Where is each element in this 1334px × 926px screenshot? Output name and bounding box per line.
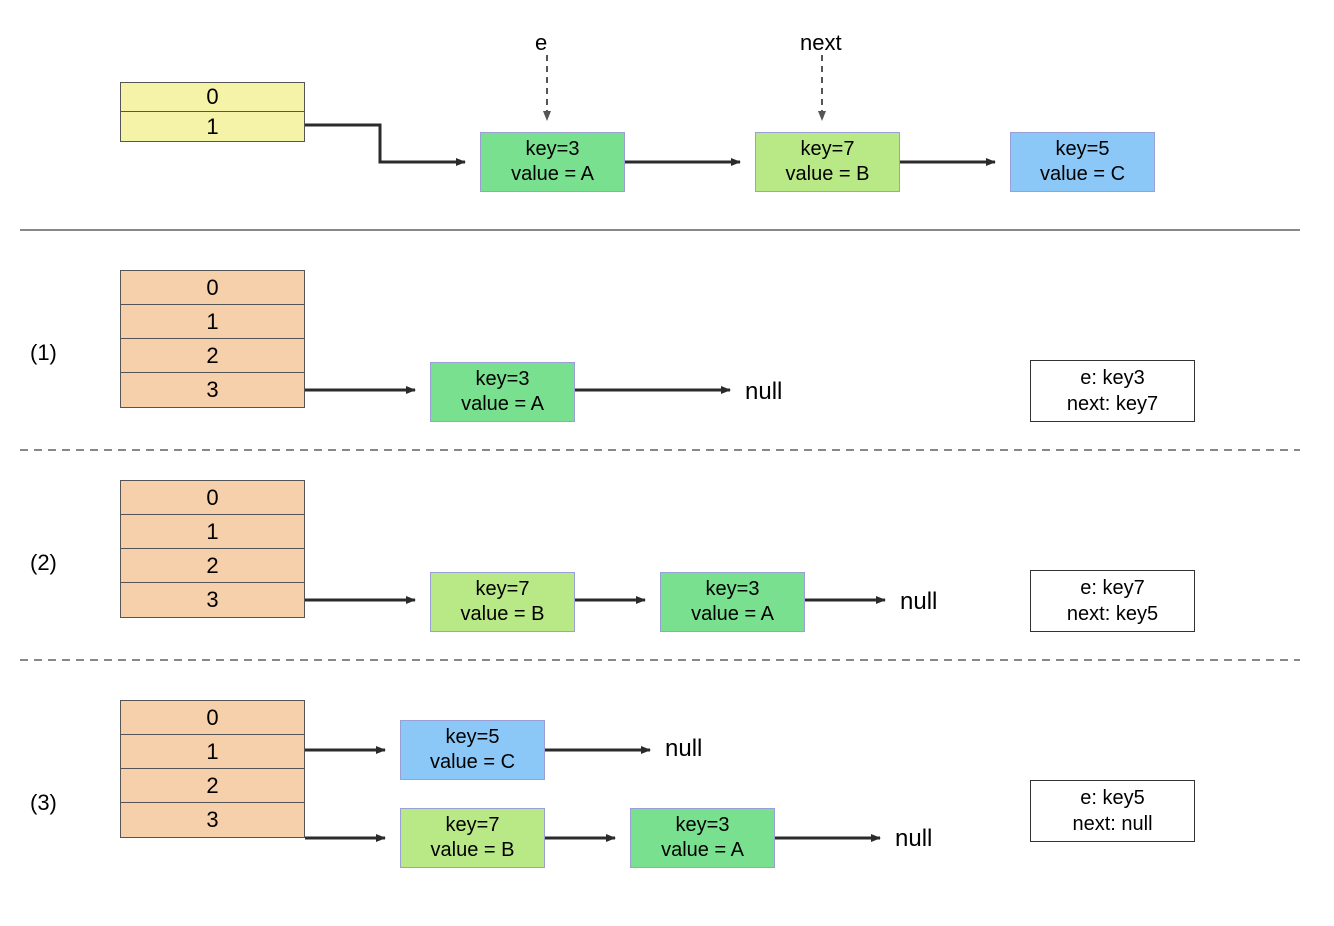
pointer-label-next: next xyxy=(800,30,842,56)
node-value: value = C xyxy=(430,750,515,775)
bucket-cell-1: 1 xyxy=(121,515,304,549)
hash-table-step-3: 0123 xyxy=(120,700,305,838)
bucket-cell-1: 1 xyxy=(121,112,304,141)
node-key: key=5 xyxy=(446,725,500,750)
node-value: value = A xyxy=(511,162,594,187)
node-n_top_b: key=7value = B xyxy=(755,132,900,192)
node-value: value = C xyxy=(1040,162,1125,187)
bucket-cell-2: 2 xyxy=(121,549,304,583)
state-next: next: key7 xyxy=(1067,391,1158,417)
step-label-3: (3) xyxy=(30,790,57,816)
null-label: null xyxy=(665,735,702,763)
node-key: key=7 xyxy=(476,577,530,602)
pointer-label-e: e xyxy=(535,30,547,56)
diagram-canvas: 01 012301230123 key=3value = Akey=7value… xyxy=(0,0,1334,926)
step-label-1: (1) xyxy=(30,340,57,366)
node-n3_b: key=7value = B xyxy=(400,808,545,868)
node-n_top_a: key=3value = A xyxy=(480,132,625,192)
state-next: next: null xyxy=(1072,811,1152,837)
state-e: e: key5 xyxy=(1080,785,1144,811)
node-n3_a: key=3value = A xyxy=(630,808,775,868)
state-next: next: key5 xyxy=(1067,601,1158,627)
hash-table-step-1: 0123 xyxy=(120,270,305,408)
node-key: key=3 xyxy=(706,577,760,602)
state-e: e: key3 xyxy=(1080,365,1144,391)
step-label-2: (2) xyxy=(30,550,57,576)
node-n_top_c: key=5value = C xyxy=(1010,132,1155,192)
node-value: value = A xyxy=(461,392,544,417)
bucket-cell-3: 3 xyxy=(121,803,304,837)
state-e: e: key7 xyxy=(1080,575,1144,601)
node-key: key=3 xyxy=(526,137,580,162)
bucket-cell-0: 0 xyxy=(121,701,304,735)
node-key: key=7 xyxy=(801,137,855,162)
bucket-cell-2: 2 xyxy=(121,769,304,803)
bucket-cell-1: 1 xyxy=(121,735,304,769)
hash-table-step-2: 0123 xyxy=(120,480,305,618)
bucket-cell-1: 1 xyxy=(121,305,304,339)
node-key: key=5 xyxy=(1056,137,1110,162)
bucket-cell-0: 0 xyxy=(121,83,304,112)
null-label: null xyxy=(900,588,937,616)
null-label: null xyxy=(895,825,932,853)
node-key: key=3 xyxy=(676,813,730,838)
bucket-cell-0: 0 xyxy=(121,481,304,515)
node-n2_a: key=3value = A xyxy=(660,572,805,632)
node-value: value = A xyxy=(691,602,774,627)
bucket-cell-0: 0 xyxy=(121,271,304,305)
node-value: value = B xyxy=(461,602,545,627)
hash-table-top: 01 xyxy=(120,82,305,142)
bucket-cell-2: 2 xyxy=(121,339,304,373)
node-value: value = B xyxy=(786,162,870,187)
node-key: key=3 xyxy=(476,367,530,392)
bucket-cell-3: 3 xyxy=(121,373,304,407)
state-box-step-1: e: key3next: key7 xyxy=(1030,360,1195,422)
node-value: value = A xyxy=(661,838,744,863)
node-value: value = B xyxy=(431,838,515,863)
node-n2_b: key=7value = B xyxy=(430,572,575,632)
bucket-cell-3: 3 xyxy=(121,583,304,617)
state-box-step-2: e: key7next: key5 xyxy=(1030,570,1195,632)
null-label: null xyxy=(745,378,782,406)
node-key: key=7 xyxy=(446,813,500,838)
state-box-step-3: e: key5next: null xyxy=(1030,780,1195,842)
node-n1_a: key=3value = A xyxy=(430,362,575,422)
node-n3_c: key=5value = C xyxy=(400,720,545,780)
